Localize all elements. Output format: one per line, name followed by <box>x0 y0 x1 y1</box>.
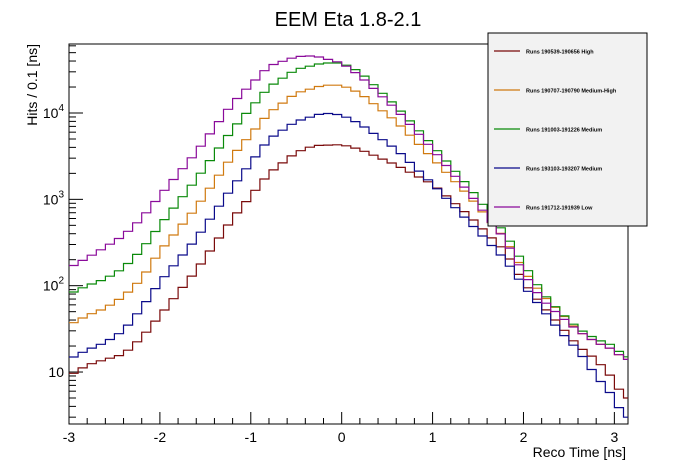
chart-title: EEM Eta 1.8-2.1 <box>275 9 422 31</box>
legend: Runs 190539-190656 High Runs 190707-19079… <box>487 32 648 227</box>
legend-label: Runs 190707-190790 Medium-High <box>526 89 617 95</box>
y-axis: 10 102 103 104 <box>43 45 83 418</box>
series-line-4 <box>69 112 628 418</box>
legend-label: Runs 193103-193207 Medium <box>526 167 602 173</box>
y-tick-label: 102 <box>43 276 65 294</box>
y-tick-label: 104 <box>43 103 65 121</box>
x-tick-label: 2 <box>520 429 528 445</box>
legend-label: Runs 191003-191226 Medium <box>526 128 602 134</box>
x-axis-label: Reco Time [ns] <box>533 444 626 460</box>
y-tick-label: 103 <box>43 189 65 207</box>
y-axis-label: Hits / 0.1 [ns] <box>24 44 40 126</box>
series-line-1 <box>69 144 628 399</box>
legend-label: Runs 191712-191939 Low <box>526 206 593 212</box>
legend-label: Runs 190539-190656 High <box>526 50 594 56</box>
x-tick-label: 0 <box>338 429 346 445</box>
y-tick-label: 10 <box>48 364 64 380</box>
x-tick-label: 1 <box>429 429 437 445</box>
series-line-2 <box>69 84 628 360</box>
x-tick-label: 3 <box>610 429 618 445</box>
x-axis: -3 -2 -1 0 1 2 3 <box>63 412 618 445</box>
x-tick-label: -2 <box>154 429 167 445</box>
x-tick-label: -1 <box>245 429 258 445</box>
series-layer <box>69 55 628 418</box>
series-line-5 <box>69 55 628 360</box>
x-tick-label: -3 <box>63 429 76 445</box>
